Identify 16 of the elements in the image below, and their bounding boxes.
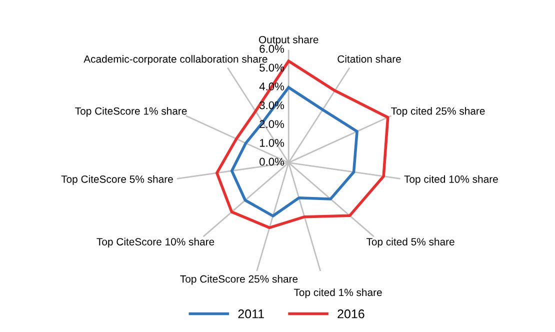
spoke-label: Top cited 1% share <box>294 288 382 298</box>
y-tick-label: 0.0% <box>260 158 284 166</box>
spoke-label: Output share <box>258 36 318 46</box>
spoke-label: Citation share <box>338 55 401 63</box>
y-tick-label: 6.0% <box>260 44 284 53</box>
spoke-label: Top CiteScore 5% share <box>61 175 173 185</box>
spoke-label: Top cited 10% share <box>404 175 498 185</box>
legend-label: 2011 <box>238 309 264 318</box>
spoke-label: Top cited 25% share <box>391 107 485 117</box>
spoke-label: Academic-corporate collaboration share <box>84 55 268 65</box>
spoke-label: Top cited 5% share <box>366 238 454 248</box>
legend-label: 2016 <box>338 309 364 318</box>
spoke-label: Top CiteScore 1% share <box>75 107 187 117</box>
y-tick-label: 1.0% <box>260 138 284 147</box>
spoke-label: Top CiteScore 25% share <box>180 275 298 285</box>
spoke-label: Top CiteScore 10% share <box>96 238 214 248</box>
